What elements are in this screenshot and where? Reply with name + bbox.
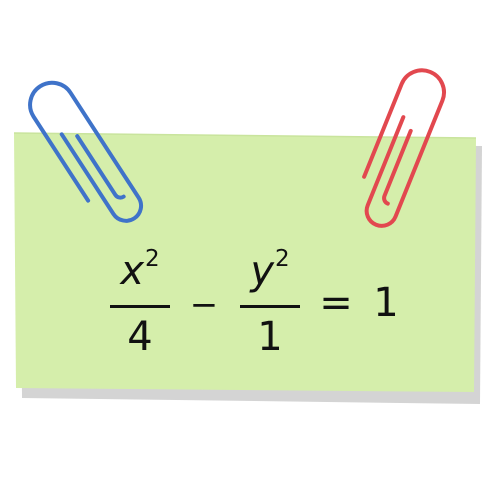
card-top-edge [13, 132, 477, 139]
fraction-bar [240, 305, 300, 308]
paperclip-icon [362, 68, 446, 228]
exponent: 2 [275, 246, 290, 272]
exponent: 2 [145, 246, 160, 272]
paperclip-icon [28, 80, 144, 223]
minus-sign: − [189, 285, 219, 325]
right-hand-side: 1 [373, 280, 399, 326]
denominator: 4 [127, 314, 153, 360]
variable-x: x [120, 248, 145, 294]
fraction-bar [110, 305, 170, 308]
numerator-y-squared: y2 [238, 245, 302, 297]
hyperbola-equation: x2 4 − y2 1 = 1 [100, 245, 410, 365]
numerator-x-squared: x2 [108, 245, 172, 297]
variable-y: y [250, 248, 275, 294]
equals-sign: = [319, 280, 353, 326]
note-card [14, 133, 476, 392]
denominator: 1 [257, 314, 283, 360]
